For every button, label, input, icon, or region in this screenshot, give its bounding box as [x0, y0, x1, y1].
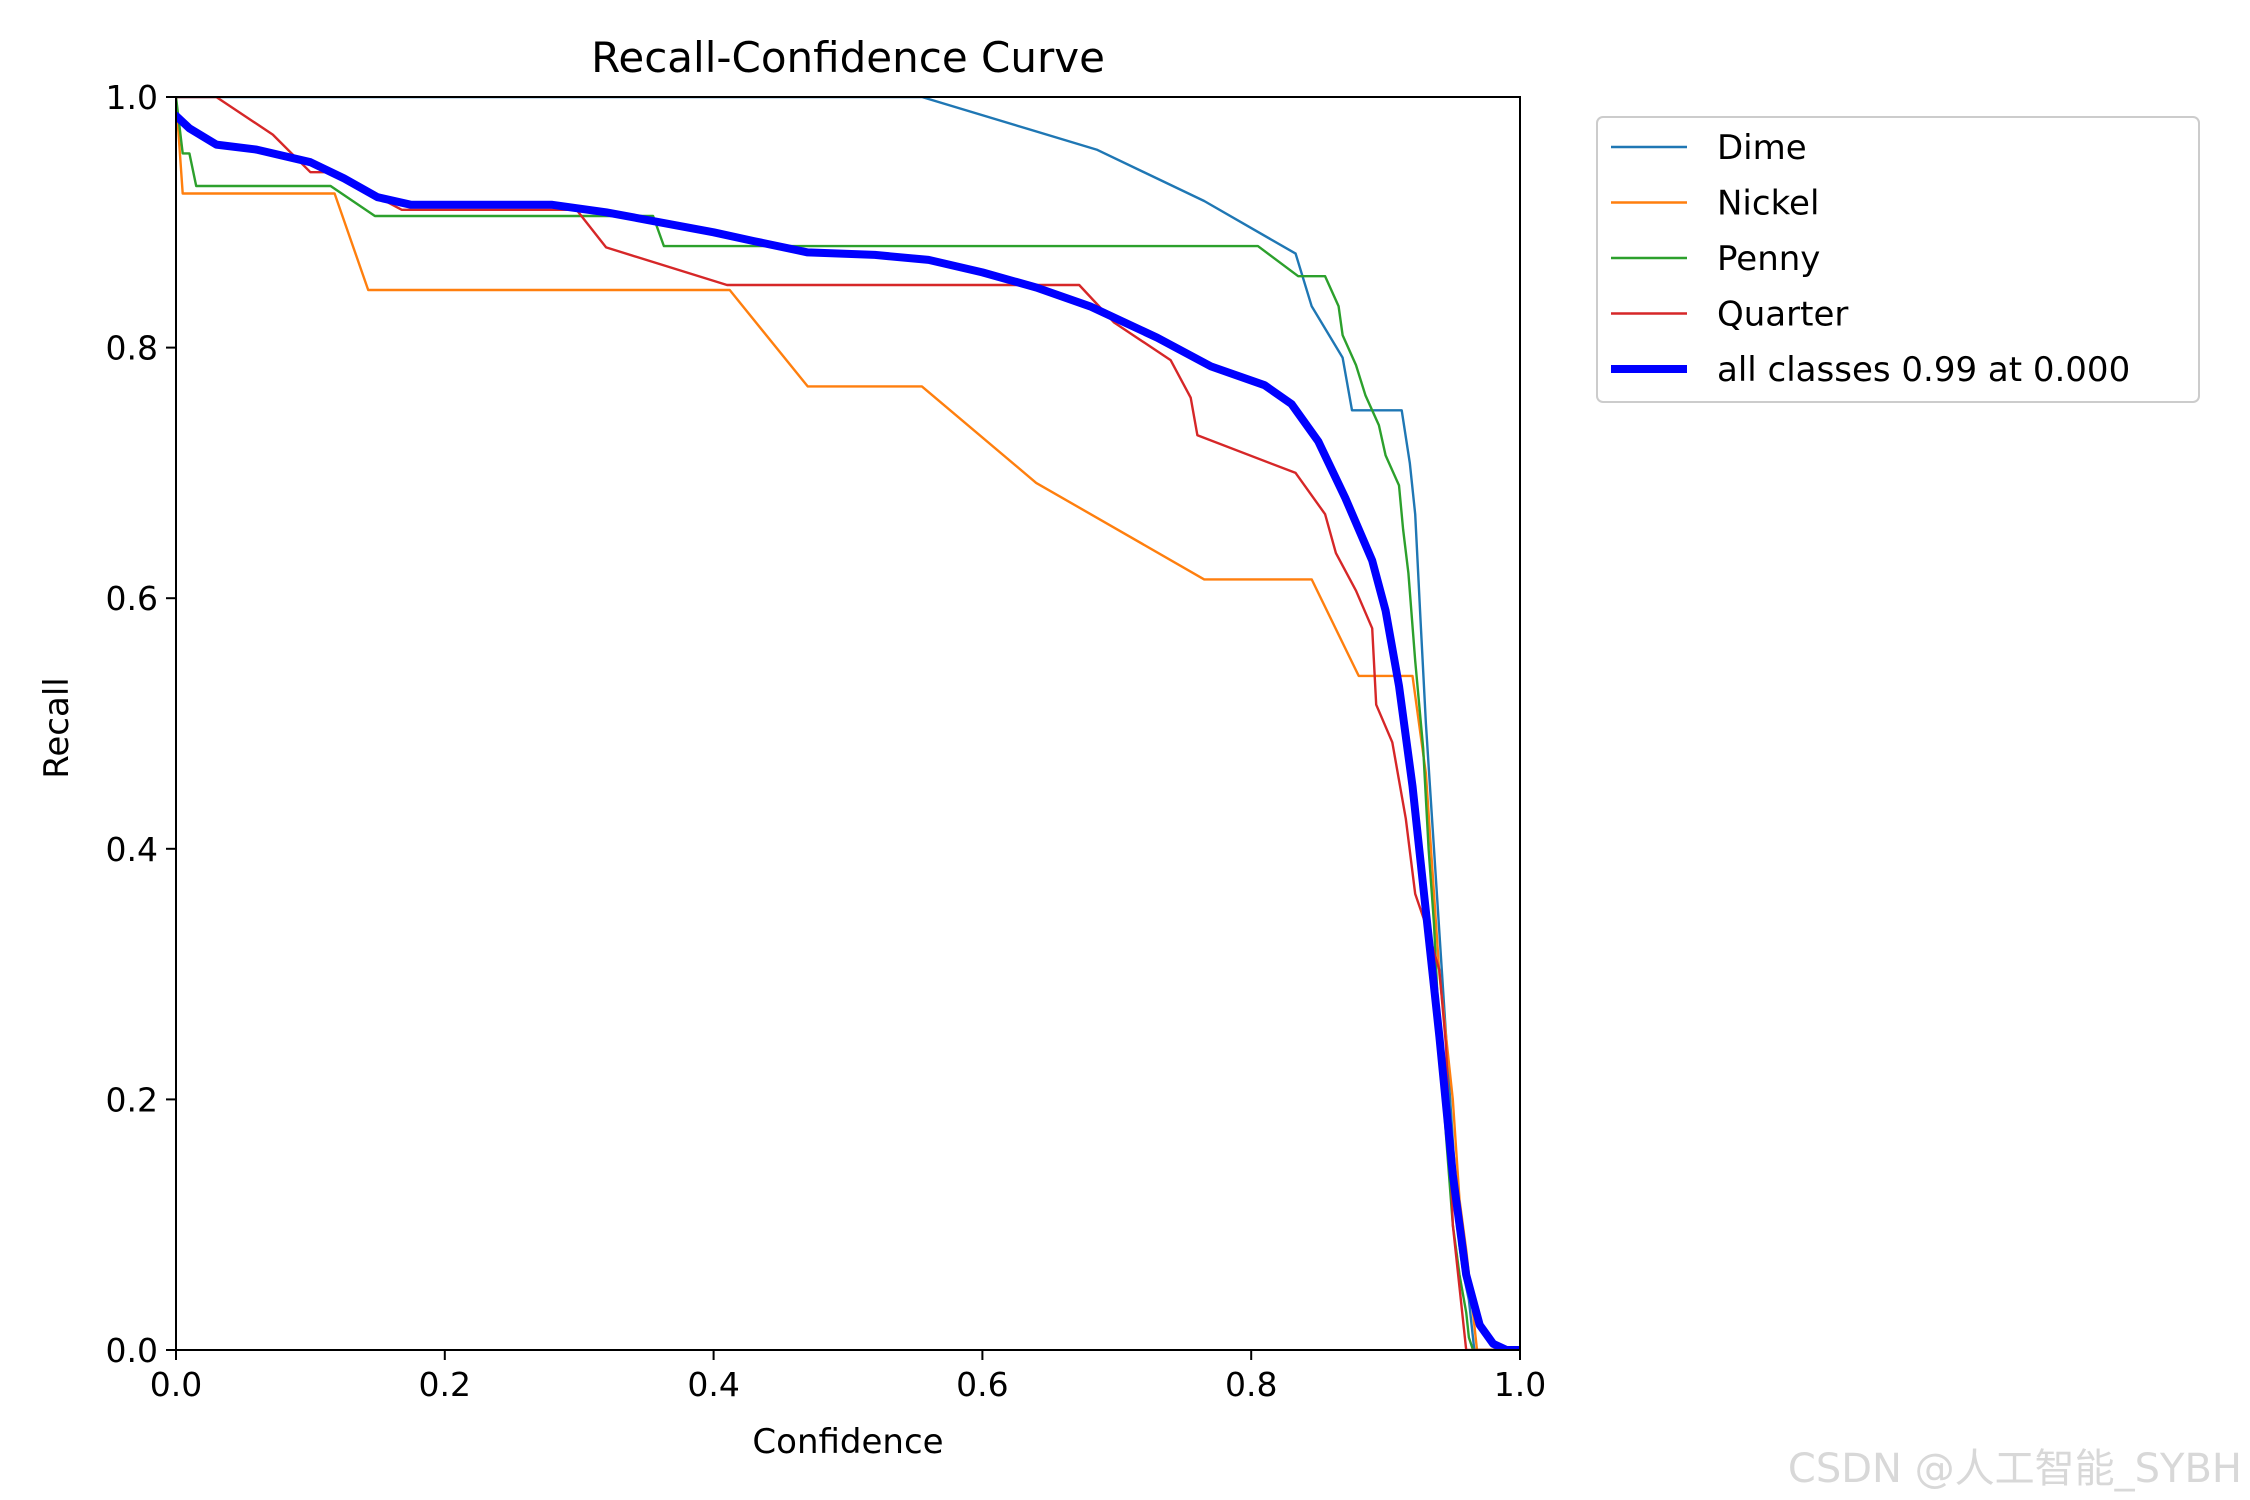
x-tick-label: 0.6: [956, 1365, 1008, 1404]
y-tick-label: 0.8: [106, 329, 158, 368]
ticks-layer: 0.0 0.2 0.4 0.6 0.8 1.0 0.0 0.2 0.4 0.6 0.8 1.0: [106, 78, 1547, 1404]
y-axis-label: Recall: [37, 677, 77, 778]
y-tick-label: 0.4: [106, 830, 158, 869]
chart-title: Recall-Confidence Curve: [591, 33, 1105, 82]
y-tick-label: 0.0: [106, 1331, 158, 1370]
x-tick-label: 0.2: [419, 1365, 471, 1404]
x-axis-label: Confidence: [752, 1422, 943, 1462]
x-tick-label: 0.8: [1225, 1365, 1277, 1404]
y-tick-label: 0.6: [106, 579, 158, 618]
legend-label: Quarter: [1717, 295, 1848, 335]
legend-label: Nickel: [1717, 184, 1819, 224]
plot-frame: [175, 96, 1521, 1351]
watermark-text: CSDN @人工智能_SYBH: [1787, 1446, 2242, 1492]
legend-label: all classes 0.99 at 0.000: [1717, 350, 2130, 390]
y-tick-label: 0.2: [106, 1080, 158, 1119]
legend-label: Penny: [1717, 239, 1820, 279]
y-tick-label: 1.0: [106, 78, 158, 117]
x-tick-label: 1.0: [1494, 1365, 1546, 1404]
legend-box: [1596, 116, 2200, 403]
series-line-all-classes: [176, 111, 1520, 1350]
x-tick-label: 0.0: [150, 1365, 202, 1404]
legend-label: Dime: [1717, 128, 1807, 168]
legend: Dime Nickel Penny Quarter all classes 0.99 a…: [1596, 116, 2200, 403]
series-layer: [176, 97, 1520, 1350]
x-tick-label: 0.4: [687, 1365, 739, 1404]
